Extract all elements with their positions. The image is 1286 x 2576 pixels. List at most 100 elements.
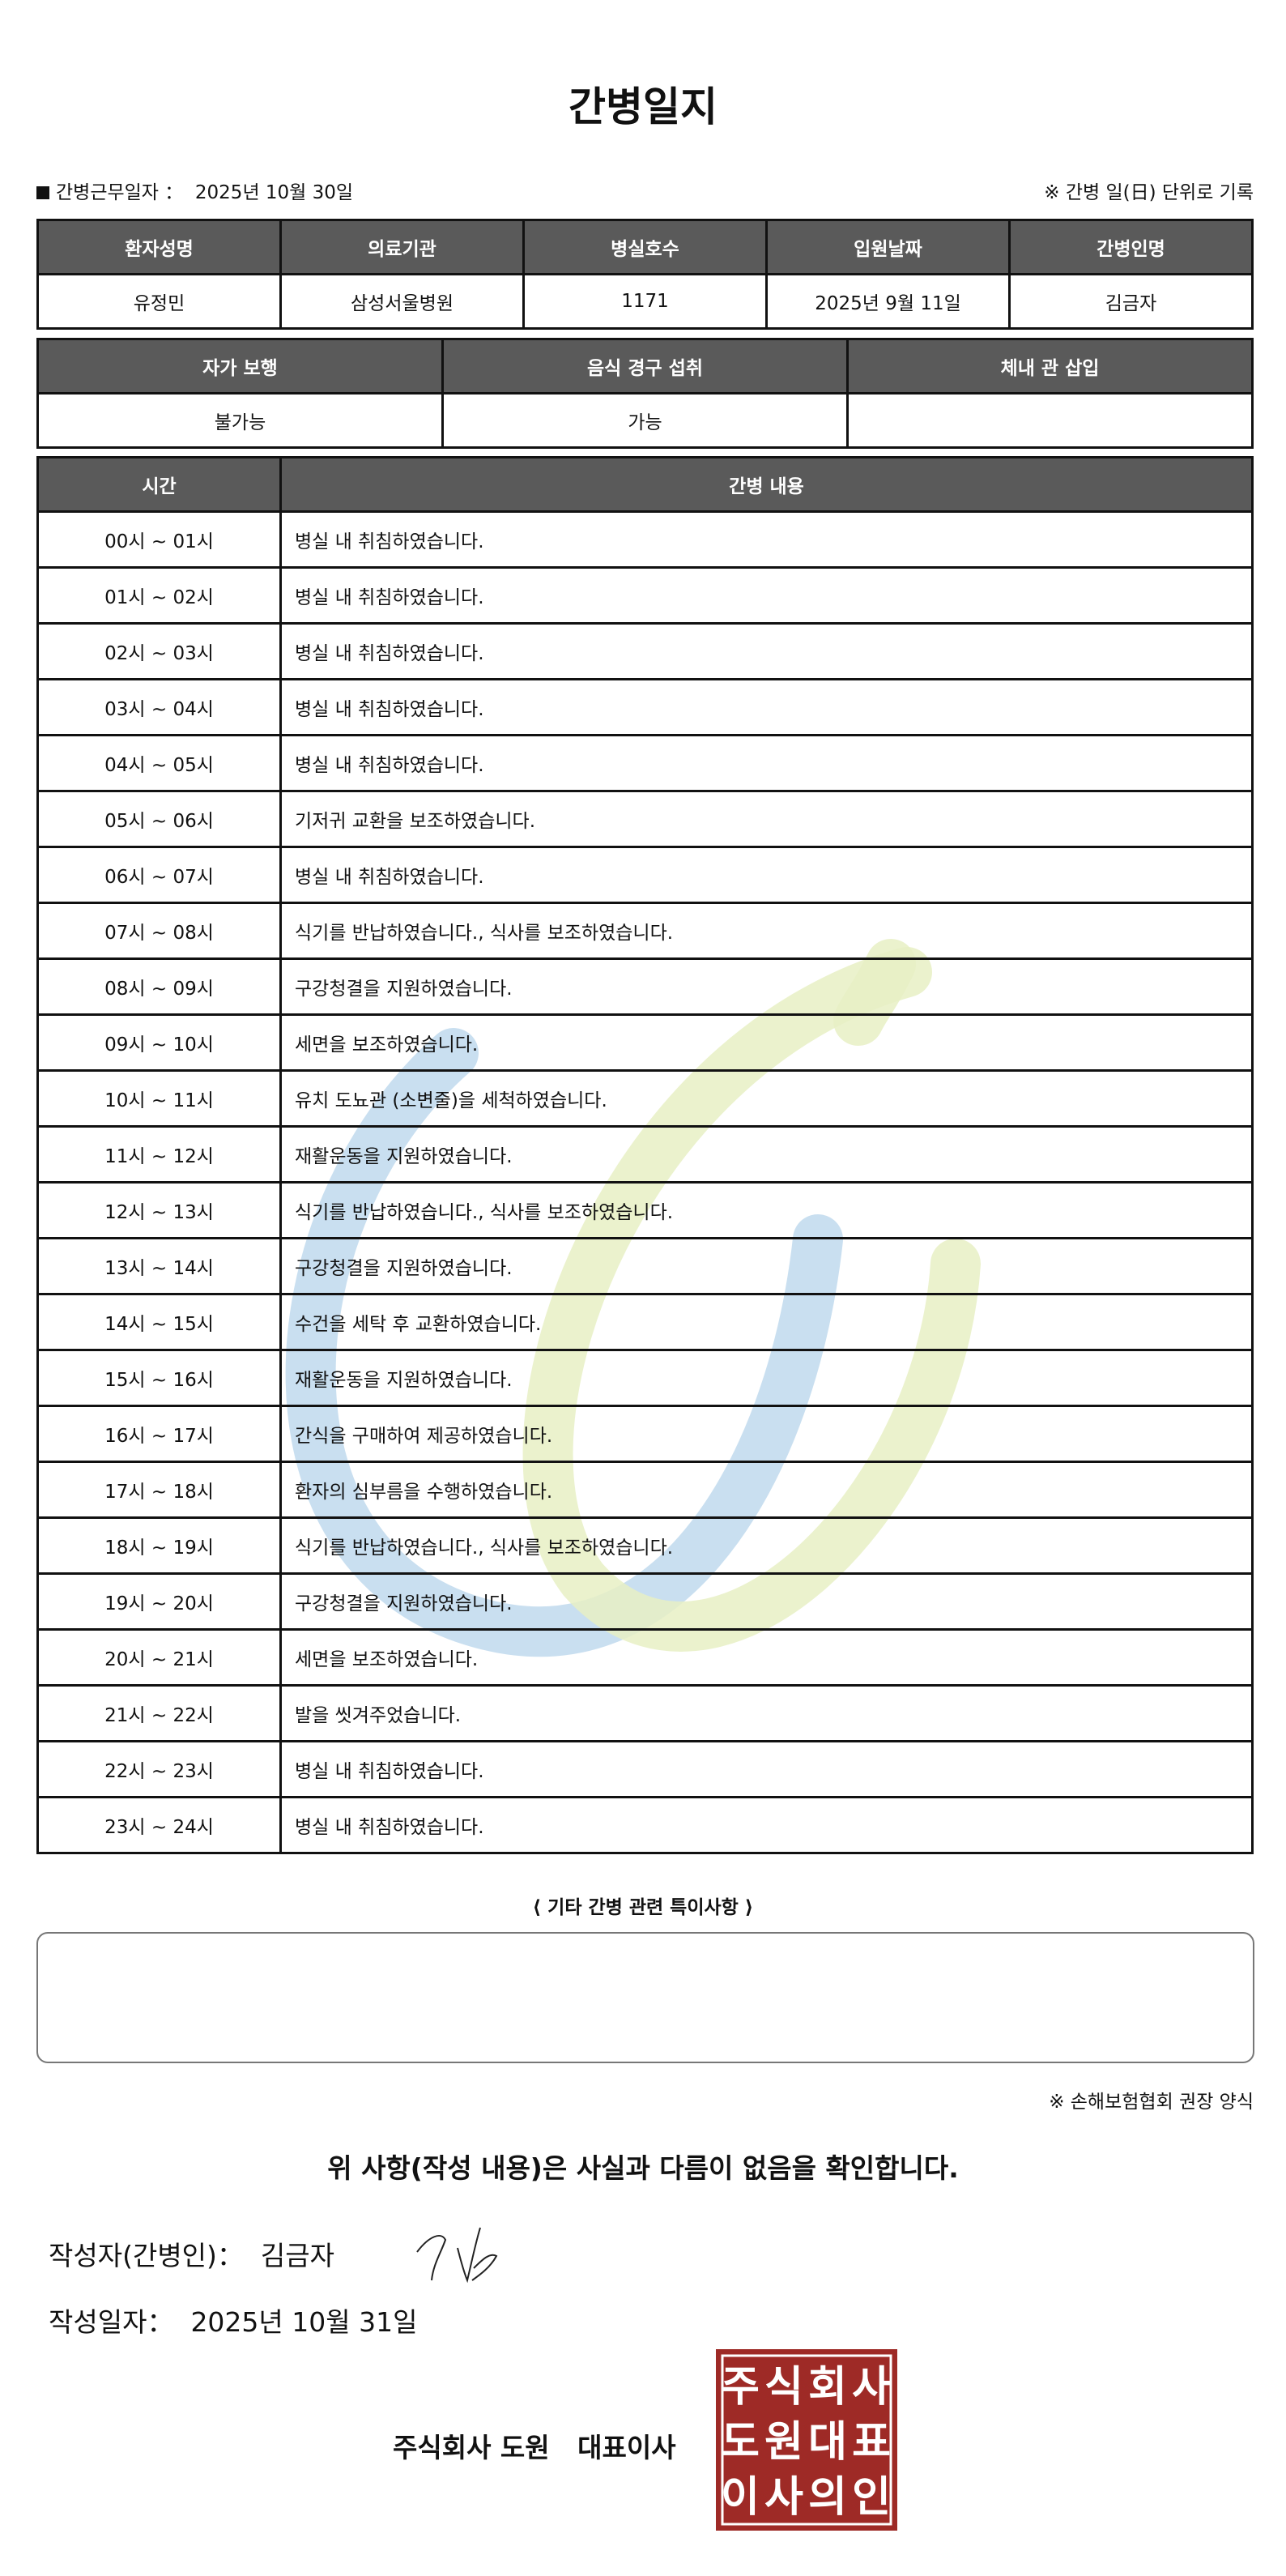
header-cell: 음식 경구 섭취 [441, 338, 849, 395]
time-cell: 11시 ~ 12시 [36, 1125, 282, 1184]
table-row: 06시 ~ 07시 병실 내 취침하였습니다. [36, 846, 1254, 904]
time-cell: 10시 ~ 11시 [36, 1069, 282, 1128]
table-row: 07시 ~ 08시 식기를 반납하였습니다., 식사를 보조하였습니다. [36, 902, 1254, 960]
table-row: 04시 ~ 05시 병실 내 취침하였습니다. [36, 734, 1254, 792]
header-time: 시간 [36, 456, 282, 513]
table-row: 09시 ~ 10시 세면을 보조하였습니다. [36, 1013, 1254, 1072]
care-content-cell: 병실 내 취침하였습니다. [279, 510, 1254, 569]
seal-character: 인 [852, 2473, 891, 2522]
seal-character: 도 [721, 2418, 760, 2467]
author-label: 작성자(간병인)： [49, 2240, 244, 2271]
time-cell: 19시 ~ 20시 [36, 1572, 282, 1631]
author-name: 김금자 [260, 2240, 334, 2271]
time-cell: 20시 ~ 21시 [36, 1628, 282, 1687]
oral-intake-status: 가능 [441, 392, 849, 449]
table-row: 12시 ~ 13시 식기를 반납하였습니다., 식사를 보조하였습니다. [36, 1181, 1254, 1239]
care-content-cell: 식기를 반납하였습니다., 식사를 보조하였습니다. [279, 1181, 1254, 1239]
care-content-cell: 병실 내 취침하였습니다. [279, 734, 1254, 792]
time-cell: 07시 ~ 08시 [36, 902, 282, 960]
record-note: ※ 간병 일(日) 단위로 기록 [1044, 182, 1254, 203]
page-title: 간병일지 [568, 83, 718, 130]
status-table: 자가 보행 음식 경구 섭취 체내 관 삽입 불가능 가능 [36, 338, 1254, 449]
work-date-label: 간병근무일자 ： [56, 182, 184, 203]
hospital: 삼성서울병원 [279, 273, 525, 330]
header-cell: 의료기관 [279, 219, 525, 275]
tube-status [846, 392, 1254, 449]
time-cell: 18시 ~ 19시 [36, 1516, 282, 1575]
care-content-cell: 병실 내 취침하였습니다. [279, 846, 1254, 904]
table-row: 19시 ~ 20시 구강청결을 지원하였습니다. [36, 1572, 1254, 1631]
care-content-cell: 수건을 세탁 후 교환하였습니다. [279, 1293, 1254, 1351]
table-row: 10시 ~ 11시 유치 도뇨관 (소변줄)을 세척하였습니다. [36, 1069, 1254, 1128]
care-content-cell: 구강청결을 지원하였습니다. [279, 1237, 1254, 1295]
signature-image [416, 2227, 498, 2284]
walking-status: 불가능 [36, 392, 444, 449]
time-cell: 03시 ~ 04시 [36, 678, 282, 736]
confirmation-statement: 위 사항(작성 내용)은 사실과 다름이 없음을 확인합니다. [327, 2152, 959, 2184]
care-content-cell: 기저귀 교환을 보조하였습니다. [279, 790, 1254, 848]
company-signature: 주식회사 도원 대표이사 [393, 2432, 676, 2463]
care-content-cell: 병실 내 취침하였습니다. [279, 566, 1254, 625]
table-row: 15시 ~ 16시 재활운동을 지원하였습니다. [36, 1349, 1254, 1407]
seal-character: 원 [764, 2418, 803, 2467]
time-cell: 09시 ~ 10시 [36, 1013, 282, 1072]
care-content-cell: 병실 내 취침하였습니다. [279, 1740, 1254, 1798]
seal-character: 이 [721, 2473, 760, 2522]
time-cell: 17시 ~ 18시 [36, 1461, 282, 1519]
care-content-cell: 재활운동을 지원하였습니다. [279, 1349, 1254, 1407]
seal-image: 주 식 회 사도 원 대 표이 사 의 인 [721, 2354, 892, 2526]
care-content-cell: 식기를 반납하였습니다., 식사를 보조하였습니다. [279, 902, 1254, 960]
time-cell: 08시 ~ 09시 [36, 957, 282, 1016]
time-cell: 06시 ~ 07시 [36, 846, 282, 904]
seal-character: 식 [764, 2363, 803, 2412]
time-cell: 05시 ~ 06시 [36, 790, 282, 848]
table-row: 23시 ~ 24시 병실 내 취침하였습니다. [36, 1796, 1254, 1854]
care-content-cell: 환자의 심부름을 수행하였습니다. [279, 1461, 1254, 1519]
table-row: 08시 ~ 09시 구강청결을 지원하였습니다. [36, 957, 1254, 1016]
header-cell: 병실호수 [522, 219, 768, 275]
time-cell: 21시 ~ 22시 [36, 1684, 282, 1742]
work-date-value: 2025년 10월 30일 [194, 182, 354, 203]
special-notes-box[interactable] [36, 1932, 1254, 2063]
room-number: 1171 [522, 273, 768, 330]
care-content-cell: 병실 내 취침하였습니다. [279, 1796, 1254, 1854]
table-row: 20시 ~ 21시 세면을 보조하였습니다. [36, 1628, 1254, 1687]
seal-character: 의 [808, 2473, 847, 2522]
time-cell: 02시 ~ 03시 [36, 622, 282, 680]
table-row: 22시 ~ 23시 병실 내 취침하였습니다. [36, 1740, 1254, 1798]
care-content-cell: 구강청결을 지원하였습니다. [279, 1572, 1254, 1631]
seal-character: 대 [808, 2418, 847, 2467]
care-content-cell: 발을 씻겨주었습니다. [279, 1684, 1254, 1742]
time-cell: 01시 ~ 02시 [36, 566, 282, 625]
table-row: 01시 ~ 02시 병실 내 취침하였습니다. [36, 566, 1254, 625]
form-note: ※ 손해보험협회 권장 양식 [1049, 2092, 1254, 2113]
care-content-cell: 병실 내 취침하였습니다. [279, 622, 1254, 680]
table-row: 11시 ~ 12시 재활운동을 지원하였습니다. [36, 1125, 1254, 1184]
seal-character: 주 [721, 2363, 760, 2412]
time-cell: 00시 ~ 01시 [36, 510, 282, 569]
author-line: 작성자(간병인)： 김금자 [49, 2234, 334, 2273]
seal-character: 사 [764, 2473, 803, 2522]
admission-date: 2025년 9월 11일 [765, 273, 1011, 330]
written-date-line: 작성일자： 2025년 10월 31일 [49, 2301, 417, 2339]
care-content-cell: 세면을 보조하였습니다. [279, 1628, 1254, 1687]
table-row: 21시 ~ 22시 발을 씻겨주었습니다. [36, 1684, 1254, 1742]
care-content-cell: 유치 도뇨관 (소변줄)을 세척하였습니다. [279, 1069, 1254, 1128]
table-row: 18시 ~ 19시 식기를 반납하였습니다., 식사를 보조하였습니다. [36, 1516, 1254, 1575]
square-bullet-icon [36, 186, 49, 199]
table-row: 03시 ~ 04시 병실 내 취침하였습니다. [36, 678, 1254, 736]
header-cell: 간병인명 [1008, 219, 1254, 275]
table-row: 14시 ~ 15시 수건을 세탁 후 교환하였습니다. [36, 1293, 1254, 1351]
written-date-label: 작성일자： [49, 2306, 174, 2338]
header-cell: 체내 관 삽입 [846, 338, 1254, 395]
table-row: 00시 ~ 01시 병실 내 취침하였습니다. [36, 510, 1254, 569]
header-content: 간병 내용 [279, 456, 1254, 513]
time-cell: 04시 ~ 05시 [36, 734, 282, 792]
time-cell: 13시 ~ 14시 [36, 1237, 282, 1295]
time-cell: 12시 ~ 13시 [36, 1181, 282, 1239]
patient-name: 유정민 [36, 273, 282, 330]
care-content-cell: 병실 내 취침하였습니다. [279, 678, 1254, 736]
special-notes-label: ⟨ 기타 간병 관련 특이사항 ⟩ [532, 1897, 754, 1918]
care-content-cell: 구강청결을 지원하였습니다. [279, 957, 1254, 1016]
